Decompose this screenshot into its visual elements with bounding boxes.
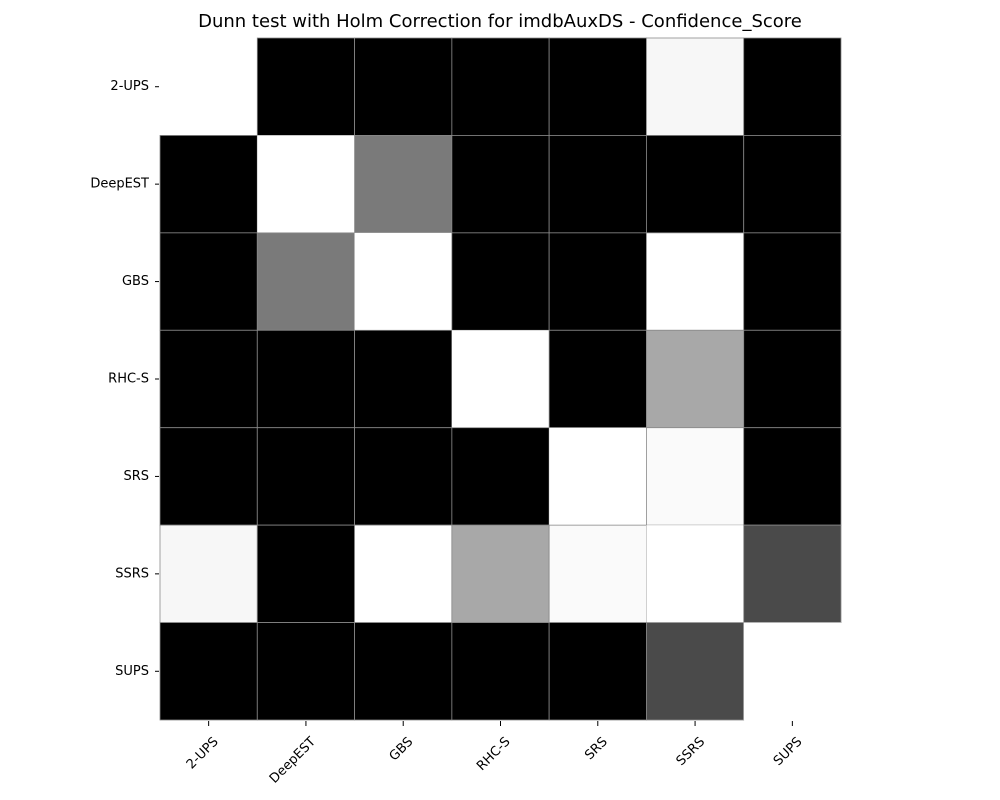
x-tick-label-gbs: GBS (387, 734, 417, 764)
heatmap-cell-deepest-deepest (257, 135, 355, 233)
heatmap-cell-rhc-s-srs (548, 329, 647, 429)
heatmap-cell-sups-srs (548, 622, 647, 721)
heatmap-cell-sups-sups (743, 622, 841, 720)
y-tick-label-gbs: GBS (122, 274, 149, 289)
heatmap-cell-sups-2-ups (159, 622, 258, 721)
heatmap-cell-ssrs-rhc-s (451, 524, 550, 623)
y-axis: 2-UPS DeepEST GBS RHC-S SRS SSRS SUPS (90, 79, 159, 679)
heatmap-cell-gbs-deepest (256, 232, 355, 331)
heatmap-cell-rhc-s-deepest (256, 329, 355, 429)
heatmap-cell-rhc-s-sups (743, 329, 842, 429)
heatmap-cell-sups-ssrs (646, 622, 745, 721)
y-tick-label-rhc-s: RHC-S (108, 372, 149, 387)
heatmap-cell-2-ups-deepest (256, 37, 355, 136)
heatmap-cell-ssrs-sups (743, 524, 842, 623)
heatmap-cell-gbs-ssrs (646, 232, 745, 331)
heatmap-cell-srs-gbs (354, 427, 453, 526)
heatmap-cell-srs-sups (743, 427, 842, 526)
heatmap-cell-ssrs-srs (548, 524, 647, 623)
heatmap-cell-deepest-gbs (354, 135, 453, 234)
x-axis: 2-UPS DeepEST GBS RHC-S SRS SSRS SUPS (184, 721, 806, 787)
x-tick-label-rhc-s: RHC-S (474, 734, 513, 773)
y-tick-label-sups: SUPS (115, 664, 149, 679)
heatmap-cell-sups-deepest (256, 622, 355, 721)
heatmap-cell-gbs-srs (548, 232, 647, 331)
heatmap-cell-srs-2-ups (159, 427, 258, 526)
y-tick-label-ssrs: SSRS (115, 566, 149, 581)
heatmap-cell-ssrs-gbs (354, 524, 453, 623)
y-tick-label-2-ups: 2-UPS (110, 79, 149, 94)
y-tick-label-srs: SRS (123, 469, 149, 484)
heatmap-cell-2-ups-sups (743, 37, 842, 136)
heatmap-cell-ssrs-deepest (256, 524, 355, 623)
heatmap-cells (159, 37, 842, 721)
heatmap-cell-deepest-sups (743, 135, 842, 234)
heatmap-cell-2-ups-ssrs (646, 37, 745, 136)
heatmap-cell-2-ups-srs (548, 37, 647, 136)
x-tick-label-2-ups: 2-UPS (184, 734, 222, 772)
heatmap-cell-srs-srs (549, 427, 647, 526)
heatmap-cell-2-ups-rhc-s (451, 37, 550, 136)
heatmap-cell-srs-rhc-s (451, 427, 550, 526)
heatmap-cell-sups-gbs (354, 622, 453, 721)
heatmap-cell-2-ups-gbs (354, 37, 453, 136)
x-tick-label-sups: SUPS (771, 734, 806, 769)
heatmap-cell-ssrs-ssrs (646, 525, 744, 623)
heatmap-cell-rhc-s-rhc-s (451, 330, 550, 428)
heatmap-cell-deepest-2-ups (159, 135, 258, 234)
heatmap-cell-deepest-srs (548, 135, 647, 234)
heatmap-cell-gbs-gbs (354, 232, 452, 331)
heatmap-cell-gbs-rhc-s (451, 232, 550, 331)
heatmap-cell-rhc-s-gbs (354, 329, 453, 429)
heatmap-cell-deepest-ssrs (646, 135, 745, 234)
heatmap-cell-srs-deepest (256, 427, 355, 526)
heatmap-cell-ssrs-2-ups (159, 524, 258, 623)
heatmap-cell-srs-ssrs (646, 427, 745, 526)
chart-title: Dunn test with Holm Correction for imdbA… (198, 11, 802, 32)
heatmap-cell-rhc-s-2-ups (159, 329, 258, 429)
heatmap-cell-sups-rhc-s (451, 622, 550, 721)
x-tick-label-ssrs: SSRS (674, 734, 709, 769)
x-tick-label-deepest: DeepEST (267, 734, 319, 786)
heatmap-cell-2-ups-2-ups (160, 38, 258, 136)
y-tick-label-deepest: DeepEST (90, 177, 149, 192)
heatmap-cell-gbs-2-ups (159, 232, 258, 331)
heatmap-cell-gbs-sups (743, 232, 842, 331)
heatmap-cell-rhc-s-ssrs (646, 329, 745, 429)
heatmap-cell-deepest-rhc-s (451, 135, 550, 234)
x-tick-label-srs: SRS (582, 734, 611, 763)
